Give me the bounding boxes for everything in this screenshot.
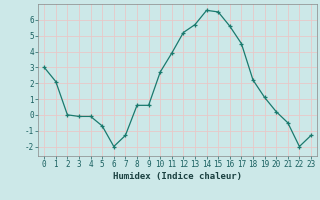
X-axis label: Humidex (Indice chaleur): Humidex (Indice chaleur) (113, 172, 242, 181)
